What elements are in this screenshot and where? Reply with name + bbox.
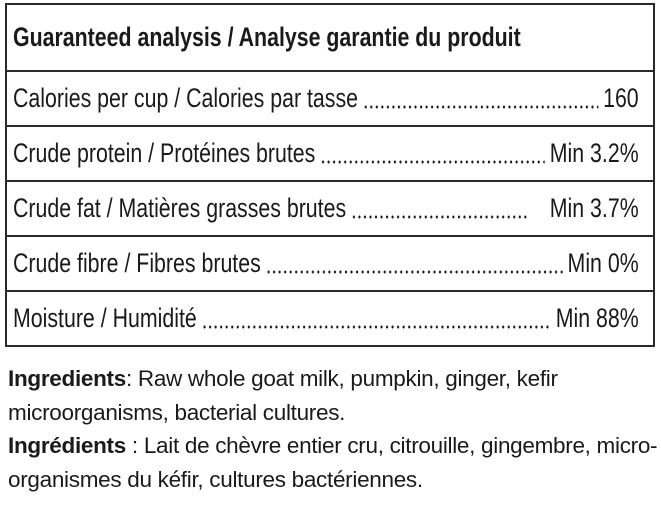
row-value: 160	[603, 83, 639, 113]
separator: :	[125, 366, 138, 391]
dot-leader	[265, 250, 563, 277]
row-value: Min 88%	[555, 303, 639, 333]
table-row: Calories per cup / Calories par tasse 160	[7, 70, 653, 125]
row-label: Crude fibre / Fibres brutes	[13, 248, 261, 278]
row-value: Min 3.2%	[549, 138, 639, 168]
table-header: Guaranteed analysis / Analyse garantie d…	[7, 5, 653, 70]
table-row: Moisture / Humidité Min 88%	[7, 290, 653, 345]
table-title: Guaranteed analysis / Analyse garantie d…	[13, 22, 521, 52]
ingredients-french: Ingrédients : Lait de chèvre entier cru,…	[8, 429, 658, 496]
row-label: Moisture / Humidité	[13, 303, 197, 333]
guaranteed-analysis-table: Guaranteed analysis / Analyse garantie d…	[5, 3, 655, 347]
table-row: Crude protein / Protéines brutes Min 3.2%	[7, 125, 653, 180]
dot-leader	[320, 140, 546, 167]
ingredients-heading-fr: Ingrédients	[8, 433, 126, 458]
row-label: Crude fat / Matières grasses brutes	[13, 193, 347, 223]
ingredients-heading-en: Ingredients	[8, 366, 126, 391]
dot-leader	[201, 305, 551, 332]
ingredients-section: Ingredients: Raw whole goat milk, pumpki…	[8, 362, 658, 496]
dot-leader	[362, 85, 599, 112]
row-value: Min 3.7%	[549, 193, 639, 223]
ingredients-english: Ingredients: Raw whole goat milk, pumpki…	[8, 362, 658, 429]
table-row: Crude fibre / Fibres brutes Min 0%	[7, 235, 653, 290]
ingredients-text-fr: Lait de chèvre entier cru, citrouille, g…	[8, 433, 658, 492]
row-label: Calories per cup / Calories par tasse	[13, 83, 358, 113]
row-value: Min 0%	[567, 248, 639, 278]
separator: :	[125, 433, 144, 458]
ingredients-text-en: Raw whole goat milk, pumpkin, ginger, ke…	[8, 366, 558, 425]
table-row: Crude fat / Matières grasses brutes Min 3…	[7, 180, 653, 235]
row-label: Crude protein / Protéines brutes	[13, 138, 316, 168]
dot-leader	[350, 195, 528, 222]
